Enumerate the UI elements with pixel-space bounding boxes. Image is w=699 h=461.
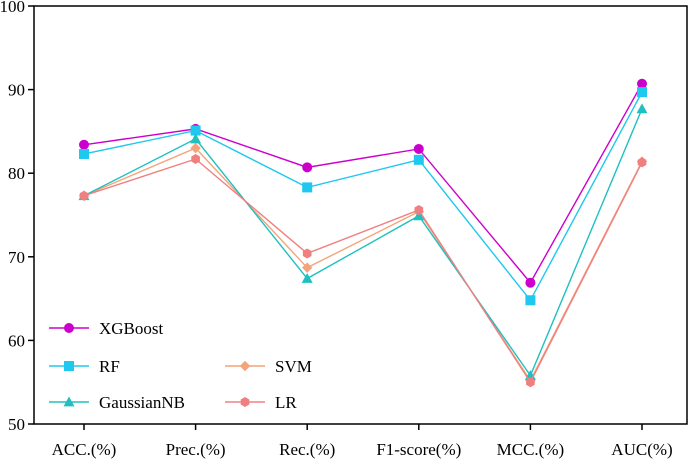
x-tick-label: F1-score(%) xyxy=(376,440,461,459)
legend-item-xgboost: XGBoost xyxy=(49,319,164,338)
axes: 50 60 70 80 90 100 ACC.(%) Prec.(%) Rec.(%) F1-sc… xyxy=(0,0,688,459)
data-point xyxy=(413,143,424,154)
data-point xyxy=(301,273,313,283)
data-point xyxy=(79,139,89,150)
series-line xyxy=(83,147,643,382)
data-point xyxy=(64,323,74,333)
x-tick-label: AUC(%) xyxy=(611,440,672,459)
series-line xyxy=(83,158,643,384)
legend-item-rf: RF xyxy=(49,357,120,376)
data-point xyxy=(525,295,536,306)
data-point xyxy=(79,148,89,159)
x-tick-label: Rec.(%) xyxy=(279,440,335,459)
data-point xyxy=(64,361,74,371)
legend-label: LR xyxy=(275,393,297,412)
legend-item-lr: LR xyxy=(225,393,297,412)
x-tick-label: Prec.(%) xyxy=(166,440,226,459)
data-point xyxy=(413,154,424,165)
series-line xyxy=(83,108,643,377)
legend-label: RF xyxy=(99,357,120,376)
y-tick-label: 100 xyxy=(0,0,25,16)
y-tick-label: 60 xyxy=(8,331,25,350)
data-point xyxy=(302,262,313,273)
y-tick-label: 70 xyxy=(8,248,25,267)
series-svm xyxy=(78,142,648,386)
legend-label: GaussianNB xyxy=(99,393,185,412)
series-layer xyxy=(78,78,648,388)
y-tick-label: 80 xyxy=(8,164,25,183)
data-point xyxy=(413,210,425,221)
plot-frame xyxy=(33,5,688,425)
data-point xyxy=(79,190,89,201)
data-point xyxy=(63,396,75,407)
data-point xyxy=(190,133,202,144)
series-rf xyxy=(79,87,647,306)
series-line xyxy=(83,91,643,302)
x-tick-label: MCC.(%) xyxy=(497,440,565,459)
data-point xyxy=(636,103,648,114)
legend-item-svm: SVM xyxy=(225,357,312,376)
data-point xyxy=(239,360,251,372)
data-point xyxy=(302,182,313,193)
series-xgboost xyxy=(79,78,647,288)
legend-label: SVM xyxy=(275,357,312,376)
data-point xyxy=(414,204,424,215)
data-point xyxy=(637,87,647,98)
data-point xyxy=(302,162,313,173)
data-point xyxy=(637,157,647,168)
x-tick-label: ACC.(%) xyxy=(52,440,117,459)
data-point xyxy=(637,78,647,89)
legend-label: XGBoost xyxy=(99,319,164,338)
legend: XGBoost RF SVM GaussianNB LR xyxy=(49,319,312,412)
data-point xyxy=(526,377,535,388)
series-lr xyxy=(79,153,647,388)
legend-item-gaussiannb: GaussianNB xyxy=(49,393,185,412)
data-point xyxy=(302,248,312,259)
y-tick-label: 50 xyxy=(8,415,25,434)
series-line xyxy=(83,83,643,284)
data-point xyxy=(525,277,536,288)
data-point xyxy=(190,125,201,136)
data-point xyxy=(190,142,201,154)
y-tick-label: 90 xyxy=(8,81,25,100)
data-point xyxy=(240,397,250,407)
data-point xyxy=(191,153,200,164)
